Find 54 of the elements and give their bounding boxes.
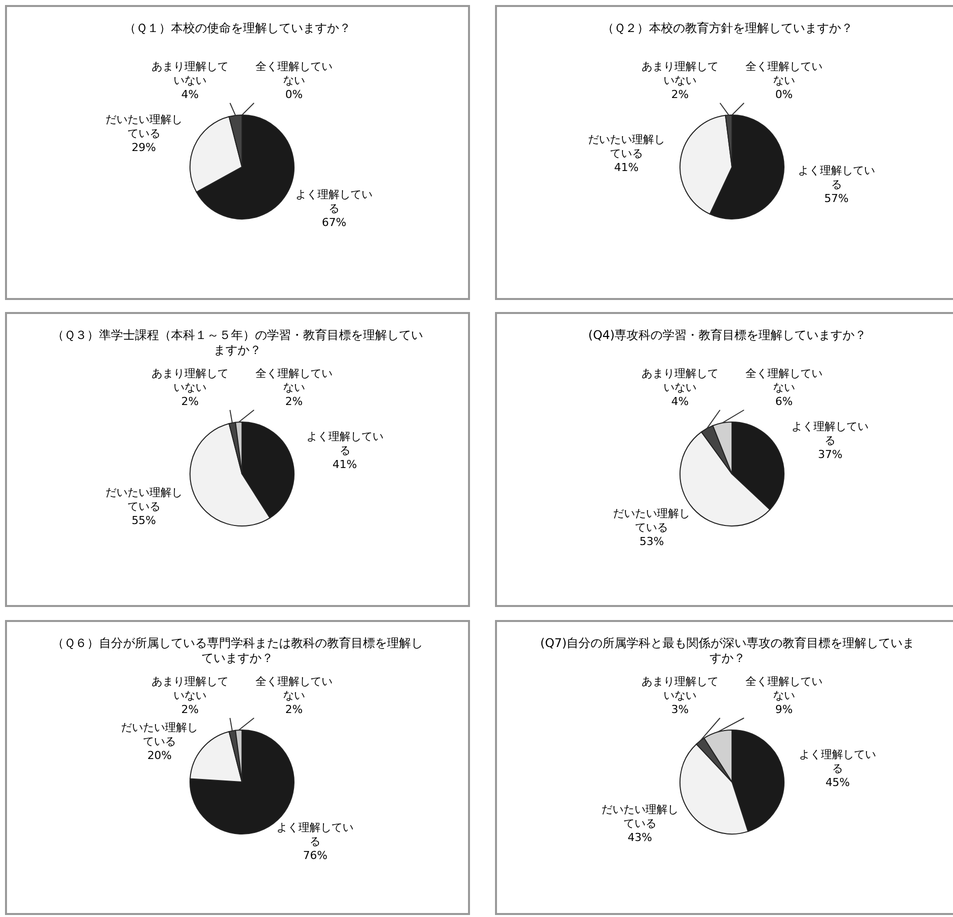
slice-label: だいたい理解している bbox=[600, 802, 680, 831]
data-label: 67% bbox=[320, 216, 348, 230]
slice-label: よく理解している bbox=[790, 420, 870, 448]
text: 0% bbox=[775, 88, 793, 101]
slice-label: よく理解している bbox=[796, 164, 876, 192]
data-label: 2% bbox=[670, 88, 690, 102]
data-label: 41% bbox=[332, 458, 358, 472]
data-label: 43% bbox=[626, 830, 654, 845]
slice-label: あまり理解していない bbox=[150, 367, 230, 395]
data-label: 41% bbox=[613, 161, 640, 176]
data-label: 6% bbox=[774, 395, 794, 409]
chart-title: （Ｑ１）本校の使命を理解していますか？ bbox=[123, 21, 352, 36]
category-label: 全く理解していない bbox=[256, 60, 332, 87]
slice-label: あまり理解していない bbox=[150, 675, 230, 703]
slice-label: よく理解している bbox=[305, 430, 384, 458]
data-label: 55% bbox=[130, 514, 158, 528]
data-label: 2% bbox=[284, 395, 304, 409]
slice-label: あまり理解していない bbox=[640, 367, 720, 395]
slice-label: 全く理解していない bbox=[744, 675, 824, 703]
data-label: 3% bbox=[670, 703, 690, 717]
slice-label: よく理解している bbox=[294, 188, 374, 216]
slice-label: よく理解している bbox=[276, 820, 355, 849]
slice-label: だいたい理解している bbox=[104, 113, 184, 142]
slice-label: あまり理解していない bbox=[640, 60, 720, 88]
slice-label: だいたい理解している bbox=[586, 133, 666, 162]
text: 0% bbox=[285, 88, 303, 101]
category-label: 全く理解していない bbox=[746, 60, 822, 87]
data-label: 57% bbox=[823, 192, 850, 206]
slice-label: だいたい理解している bbox=[104, 486, 184, 514]
chart-title: （Ｑ６）自分が所属している専門学科または教科の教育目標を理解していますか？ bbox=[51, 636, 424, 666]
chart-title: (Q7)自分の所属学科と最も関係が深い専攻の教育目標を理解していますか？ bbox=[539, 636, 916, 666]
slice-label: 全く理解していない bbox=[254, 367, 334, 395]
data-label: 9% bbox=[774, 703, 794, 717]
slice-label: あまり理解していない bbox=[640, 675, 720, 703]
chart-title: （Ｑ２）本校の教育方針を理解していますか？ bbox=[601, 21, 854, 36]
chart-title: (Q4)専攻科の学習・教育目標を理解していますか？ bbox=[587, 328, 868, 343]
data-label: 2% bbox=[284, 703, 304, 717]
slice-label: だいたい理解している bbox=[120, 721, 200, 749]
data-label: 4% bbox=[670, 395, 690, 409]
data-label: 45% bbox=[824, 776, 851, 790]
data-label: 20% bbox=[146, 749, 173, 763]
data-label: 4% bbox=[180, 88, 200, 102]
data-label: 53% bbox=[638, 535, 665, 550]
data-label: 29% bbox=[130, 141, 158, 156]
data-label: 2% bbox=[180, 703, 200, 717]
data-label: 2% bbox=[180, 395, 200, 409]
slice-label: よく理解している bbox=[798, 748, 878, 776]
slice-label: 全く理解していない bbox=[254, 675, 334, 703]
data-label: 37% bbox=[816, 448, 844, 462]
chart-title: （Ｑ３）準学士課程（本科１～５年）の学習・教育目標を理解していますか？ bbox=[51, 328, 424, 358]
data-label: 76% bbox=[302, 848, 328, 863]
slice-label: あまり理解していない bbox=[150, 60, 230, 88]
slice-label: だいたい理解している bbox=[612, 507, 692, 536]
slice-label: 全く理解していない bbox=[744, 367, 824, 395]
